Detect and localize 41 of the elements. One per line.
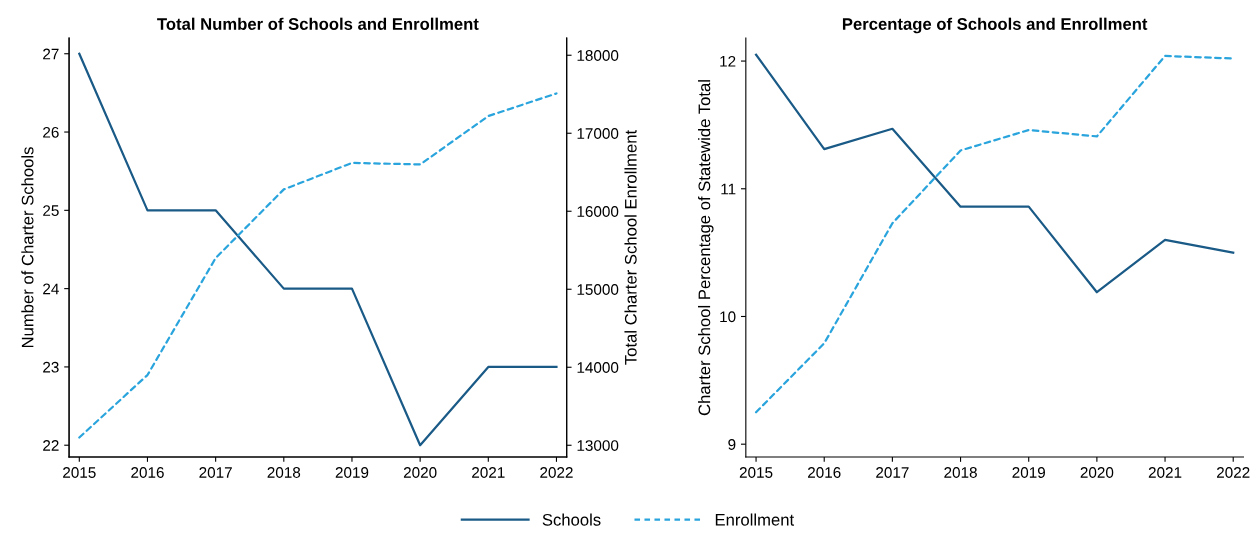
y-tick-label: 22 — [43, 440, 59, 451]
x-tick-label: 2016 — [808, 467, 841, 478]
x-tick-label: 2020 — [403, 467, 437, 478]
y-tick-label: 9 — [728, 439, 736, 450]
x-tick-label: 2022 — [1216, 467, 1250, 478]
x-tick-label: 2016 — [131, 467, 164, 478]
line-series — [754, 53, 1235, 294]
x-tick-label: 2020 — [1080, 467, 1114, 478]
y-axis-title: Charter School Percentage of Statewide Total — [698, 80, 714, 416]
x-tick-label: 2021 — [472, 467, 505, 478]
y2-tick-label: 14000 — [577, 362, 619, 373]
x-tick-label: 2017 — [199, 467, 232, 478]
x-tick-label: 2021 — [1148, 467, 1182, 478]
chart-title: Percentage of Schools and Enrollment — [842, 17, 1148, 34]
y-tick-label: 11 — [721, 183, 736, 195]
y2-tick-label: 16000 — [577, 206, 619, 217]
y2-tick-label: 15000 — [577, 284, 619, 295]
y-tick-label: 12 — [720, 55, 736, 67]
x-tick-label: 2018 — [944, 467, 977, 478]
x-tick-label: 2015 — [63, 467, 96, 478]
x-tick-label: 2019 — [1012, 467, 1045, 478]
legend-label: Enrollment — [715, 513, 795, 526]
y-tick-label: 25 — [43, 205, 59, 217]
y-tick-label: 10 — [720, 311, 736, 323]
chart-title: Total Number of Schools and Enrollment — [157, 17, 479, 30]
y2-tick-label: 13000 — [577, 440, 619, 451]
line-series — [754, 54, 1235, 414]
legend-label: Schools — [542, 513, 601, 526]
y2-axis-title: Total Charter School Enrollment — [624, 129, 637, 365]
x-tick-label: 2015 — [739, 467, 773, 478]
x-tick-label: 2018 — [267, 467, 301, 478]
x-tick-label: 2017 — [876, 467, 909, 478]
y2-tick-label: 17000 — [577, 128, 619, 139]
y-axis-title: Number of Charter Schools — [21, 147, 34, 348]
y2-tick-label: 18000 — [577, 50, 619, 61]
y-tick-label: 26 — [43, 126, 59, 138]
x-tick-label: 2022 — [540, 467, 573, 478]
y-tick-label: 23 — [43, 361, 59, 373]
x-tick-label: 2019 — [335, 467, 369, 478]
y-tick-label: 24 — [43, 283, 59, 295]
y-tick-label: 27 — [43, 48, 59, 60]
